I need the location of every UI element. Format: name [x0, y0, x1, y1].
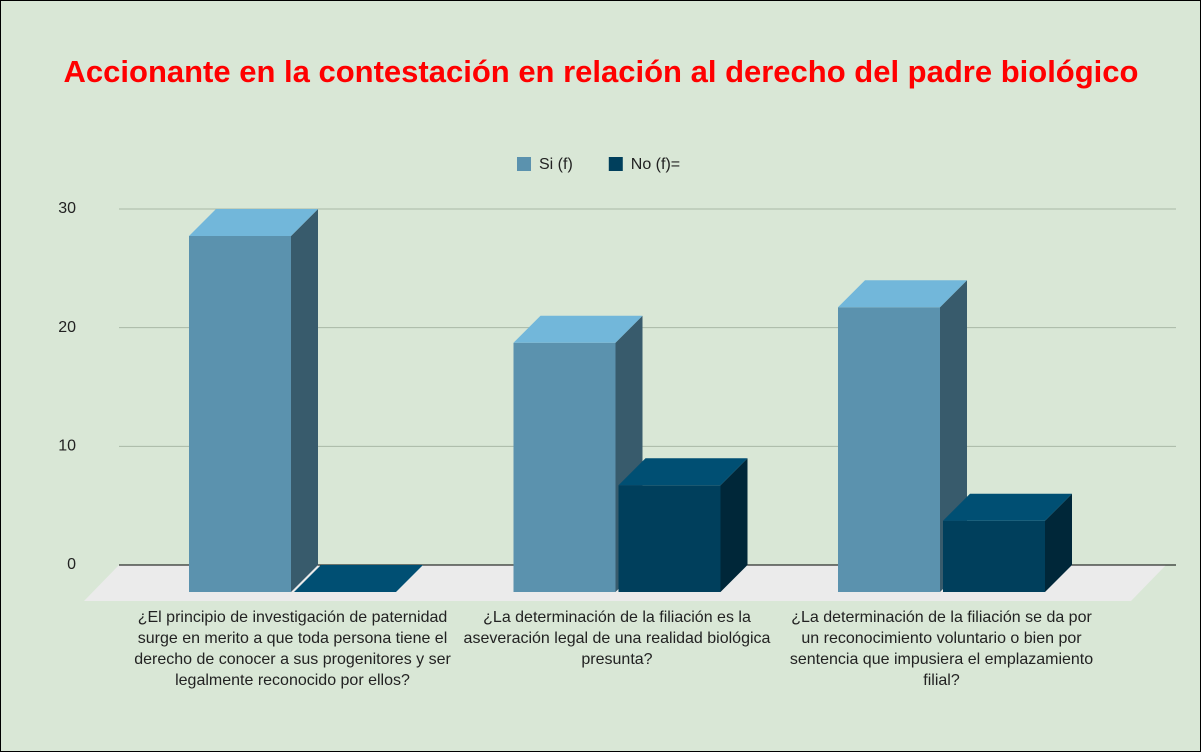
y-tick-label: 10 — [58, 438, 76, 455]
legend-label: Si (f) — [539, 156, 573, 173]
x-tick-label: ¿La determinación de la filiación se da … — [789, 609, 1094, 689]
chart-title: Accionante en la contestación en relació… — [63, 54, 1139, 89]
legend-swatch — [517, 157, 531, 171]
bar-face — [1045, 493, 1072, 592]
bar — [943, 493, 1072, 592]
bar-face — [513, 315, 643, 343]
bar — [838, 280, 967, 592]
bar-face — [189, 209, 318, 236]
bar — [189, 209, 318, 592]
legend-label: No (f)= — [631, 156, 680, 173]
y-tick-label: 20 — [58, 319, 76, 336]
bar-face — [618, 458, 748, 486]
bar-face — [513, 342, 616, 592]
bar-face — [720, 458, 748, 592]
x-tick-label: ¿La determinación de la filiación es la … — [463, 609, 771, 668]
bar-face — [943, 493, 1072, 521]
bar-face — [189, 236, 291, 592]
bar — [294, 565, 423, 592]
bar-face — [294, 565, 423, 592]
x-tick-label: ¿El principio de investigación de patern… — [134, 609, 451, 689]
bar-face — [838, 307, 940, 592]
bar-face — [618, 485, 721, 592]
bar-face — [291, 209, 318, 592]
y-tick-label: 0 — [67, 556, 76, 573]
legend-swatch — [608, 157, 623, 171]
y-tick-label: 30 — [58, 200, 76, 217]
bar-face — [838, 280, 967, 308]
bar-face — [943, 520, 1045, 592]
bar — [618, 458, 748, 592]
